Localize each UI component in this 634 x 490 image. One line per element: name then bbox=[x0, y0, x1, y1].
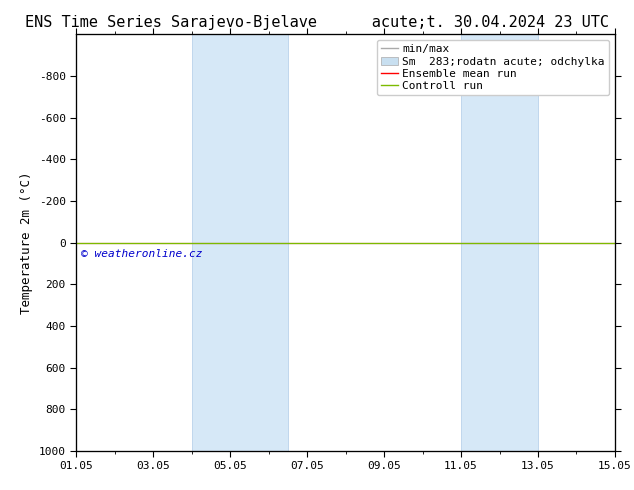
Text: © weatheronline.cz: © weatheronline.cz bbox=[81, 249, 203, 259]
Y-axis label: Temperature 2m (°C): Temperature 2m (°C) bbox=[20, 172, 33, 314]
Bar bbox=[191, 34, 288, 451]
Bar bbox=[461, 34, 538, 451]
Legend: min/max, Sm  283;rodatn acute; odchylka, Ensemble mean run, Controll run: min/max, Sm 283;rodatn acute; odchylka, … bbox=[377, 40, 609, 96]
Text: ENS Time Series Sarajevo-Bjelave      acute;t. 30.04.2024 23 UTC: ENS Time Series Sarajevo-Bjelave acute;t… bbox=[25, 15, 609, 30]
